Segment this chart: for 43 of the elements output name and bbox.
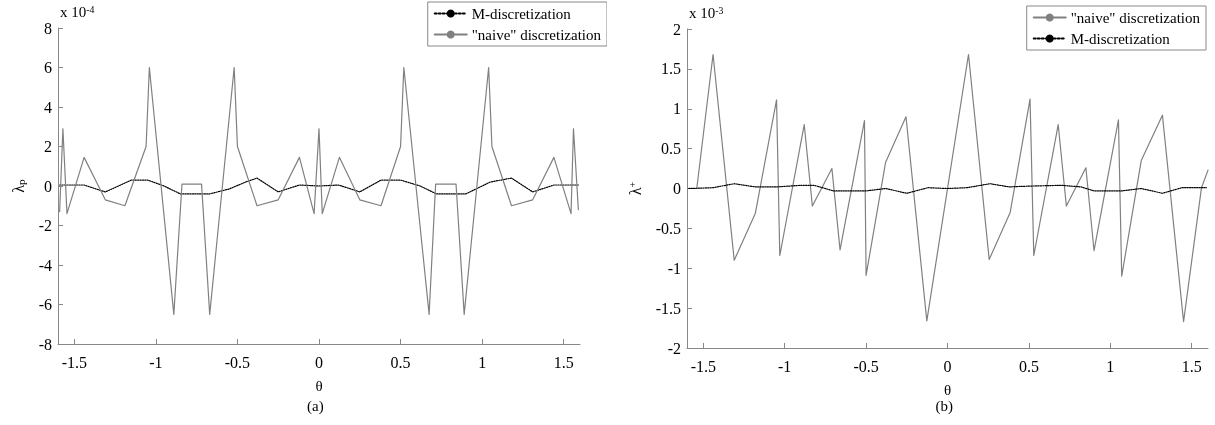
y-tick-label: -1.5 <box>655 299 681 317</box>
text: (b) <box>935 397 953 415</box>
legend-label: M-discretization <box>471 5 572 22</box>
x-tick-label: 1 <box>478 353 487 371</box>
x-tick-label: -1 <box>778 357 792 375</box>
legend-label: "naive" discretization <box>471 26 602 43</box>
y-tick-label: -4 <box>38 256 52 274</box>
x-tick-label: 1 <box>1106 357 1115 375</box>
x-tick-label: 0.5 <box>390 353 411 371</box>
x-tick-label: 1.5 <box>1181 357 1202 375</box>
x-tick-label: -1.5 <box>61 353 87 371</box>
y-tick-label: 0 <box>673 180 681 197</box>
legend-label: "naive" discretization <box>1070 9 1201 26</box>
y-tick-label: 1.5 <box>661 60 681 78</box>
y-tick-label: -1 <box>667 259 681 277</box>
y-tick-label: -2 <box>667 339 681 357</box>
x-axis-title: θ <box>943 381 952 398</box>
y-tick-label: 2 <box>44 138 52 155</box>
x-tick-label: 1.5 <box>553 353 574 371</box>
line-series <box>59 177 579 195</box>
y-tick-label: 6 <box>44 59 52 76</box>
x-axis-title: θ <box>315 377 323 394</box>
x-tick-label: -1 <box>149 353 163 371</box>
y-axis-title: λ+ <box>626 181 644 196</box>
y-tick-label: 2 <box>673 20 681 38</box>
x-tick-label: -1.5 <box>690 357 716 375</box>
x-tick-label: 0 <box>943 357 952 375</box>
line-series <box>688 183 1207 194</box>
y-tick-label: -2 <box>38 217 52 234</box>
y-tick-label: 8 <box>44 19 52 37</box>
legend-label: M-discretization <box>1070 30 1171 47</box>
text: (a) <box>307 397 324 415</box>
y-tick-label: 0 <box>44 177 52 195</box>
x-tick-label: -0.5 <box>224 353 251 371</box>
x-tick-label: -0.5 <box>853 357 879 375</box>
y-tick-label: 0.5 <box>661 140 681 158</box>
y-tick-label: 4 <box>44 98 52 116</box>
x-tick-label: 0.5 <box>1018 357 1039 375</box>
y-tick-label: -8 <box>38 335 52 353</box>
y-tick-label: 1 <box>673 100 681 118</box>
y-tick-label: -6 <box>38 296 52 313</box>
x-tick-label: 0 <box>315 353 323 371</box>
y-tick-label: -0.5 <box>655 219 681 237</box>
